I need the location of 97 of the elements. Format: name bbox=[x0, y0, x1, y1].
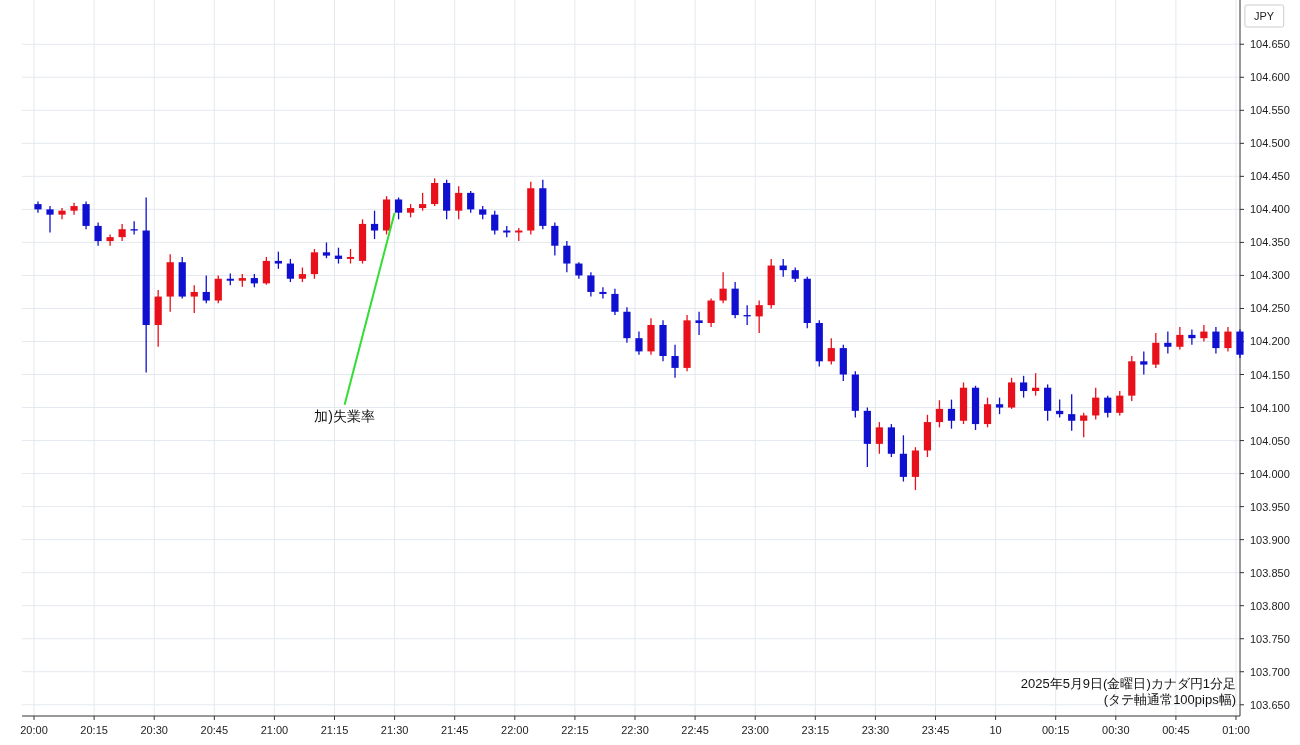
candlestick bbox=[935, 399, 944, 428]
candlestick bbox=[46, 205, 54, 234]
candlestick bbox=[755, 299, 763, 334]
y-tick-label: 104.100 bbox=[1250, 401, 1290, 414]
candlestick bbox=[611, 288, 619, 316]
candlestick bbox=[1164, 330, 1172, 355]
y-tick-label: 103.950 bbox=[1250, 500, 1290, 513]
candlestick bbox=[1224, 326, 1232, 353]
y-tick-label: 104.250 bbox=[1250, 302, 1290, 315]
y-tick-label: 104.500 bbox=[1250, 137, 1290, 150]
y-tick-label: 104.350 bbox=[1250, 236, 1290, 249]
candlestick bbox=[1020, 375, 1028, 399]
candlestick bbox=[587, 271, 595, 298]
candlestick bbox=[563, 240, 571, 273]
candlestick bbox=[262, 256, 270, 286]
candlestick bbox=[599, 286, 607, 300]
candlestick bbox=[106, 233, 114, 247]
candlestick bbox=[983, 396, 992, 428]
x-tick-label: 20:00 bbox=[20, 724, 48, 736]
candlestick bbox=[827, 337, 835, 366]
x-tick-label: 22:30 bbox=[621, 724, 649, 736]
y-tick-label: 103.700 bbox=[1250, 665, 1290, 678]
candlestick bbox=[82, 200, 90, 230]
x-tick-label: 22:45 bbox=[681, 724, 709, 736]
y-tick-label: 104.150 bbox=[1250, 368, 1290, 381]
candlestick bbox=[1092, 387, 1100, 421]
candlestick bbox=[695, 311, 703, 336]
candlestick bbox=[214, 274, 222, 304]
candlestick bbox=[1068, 393, 1076, 432]
candlestick bbox=[551, 221, 559, 257]
x-tick-label: 00:30 bbox=[1102, 724, 1130, 736]
candlestick bbox=[1152, 332, 1160, 369]
candlestick bbox=[707, 297, 715, 328]
candlestick bbox=[671, 344, 679, 379]
x-tick-label: 23:30 bbox=[861, 724, 890, 736]
candlestick bbox=[58, 207, 66, 220]
x-tick-label: 21:30 bbox=[380, 724, 409, 736]
y-tick-label: 104.600 bbox=[1250, 71, 1290, 84]
x-tick-label: 23:45 bbox=[921, 724, 950, 736]
x-tick-label: 00:45 bbox=[1162, 724, 1190, 736]
x-tick-label: 01:00 bbox=[1222, 724, 1250, 736]
y-tick-label: 104.650 bbox=[1250, 38, 1290, 51]
x-tick-label: 23:15 bbox=[801, 724, 830, 736]
candlestick bbox=[455, 185, 463, 220]
candlestick bbox=[491, 210, 499, 236]
candlestick bbox=[202, 274, 210, 304]
candlestick bbox=[431, 177, 439, 207]
candlestick bbox=[947, 398, 956, 430]
y-tick-label: 103.650 bbox=[1250, 698, 1290, 711]
candlestick bbox=[1200, 324, 1208, 343]
x-tick-label: 23:00 bbox=[741, 724, 769, 736]
candlestick bbox=[1140, 350, 1148, 376]
y-tick-label: 104.050 bbox=[1250, 434, 1290, 447]
x-tick-label: 20:45 bbox=[200, 724, 229, 736]
annotation: (タテ軸通常100pips幅) bbox=[1103, 692, 1236, 707]
x-tick-label: 21:15 bbox=[320, 724, 349, 736]
y-tick-label: 104.000 bbox=[1250, 467, 1290, 480]
y-tick-label: 104.200 bbox=[1250, 335, 1290, 348]
x-tick-label: 20:15 bbox=[80, 724, 108, 736]
x-tick-label: 21:00 bbox=[260, 724, 289, 736]
candlestick bbox=[1116, 390, 1124, 417]
x-tick-label: 00:15 bbox=[1041, 724, 1070, 736]
candlestick bbox=[1080, 412, 1088, 438]
y-tick-label: 103.850 bbox=[1250, 566, 1290, 579]
y-tick-label: 103.750 bbox=[1250, 632, 1290, 645]
y-tick-label: 104.400 bbox=[1250, 203, 1290, 216]
x-tick-label: 22:15 bbox=[561, 724, 589, 736]
candlestick bbox=[34, 200, 42, 214]
candlestick bbox=[286, 258, 295, 283]
candlestick bbox=[1104, 395, 1112, 419]
y-tick-label: 104.550 bbox=[1250, 104, 1290, 117]
annotation: 加)失業率 bbox=[314, 407, 375, 424]
x-tick-label: 20:30 bbox=[140, 724, 168, 736]
candlestick bbox=[130, 220, 138, 236]
candlestick bbox=[1044, 383, 1052, 422]
candlestick bbox=[875, 421, 883, 455]
candlestick bbox=[190, 284, 198, 314]
candlestick bbox=[467, 190, 475, 214]
candlestick bbox=[370, 210, 379, 240]
y-tick-label: 103.900 bbox=[1250, 533, 1290, 546]
candlestick bbox=[1212, 326, 1220, 355]
y-axis-title: JPY bbox=[1253, 10, 1275, 22]
candlestick bbox=[719, 271, 727, 304]
candlestick bbox=[1176, 326, 1184, 351]
candlestick bbox=[394, 196, 403, 220]
candlestick bbox=[310, 248, 319, 280]
candlestick bbox=[899, 434, 908, 483]
annotation: 2025年5月9日(金曜日)カナダ円1分足 bbox=[1020, 676, 1236, 691]
x-tick-label: 21:45 bbox=[440, 724, 469, 736]
y-tick-label: 104.300 bbox=[1250, 269, 1290, 282]
candlestick bbox=[94, 221, 102, 247]
x-tick-label: 22:00 bbox=[501, 724, 529, 736]
y-tick-label: 104.450 bbox=[1250, 170, 1290, 183]
y-tick-label: 103.800 bbox=[1250, 599, 1290, 612]
x-tick-label: 10 bbox=[989, 724, 1002, 736]
candlestick bbox=[635, 330, 643, 356]
candlestick bbox=[70, 202, 78, 216]
